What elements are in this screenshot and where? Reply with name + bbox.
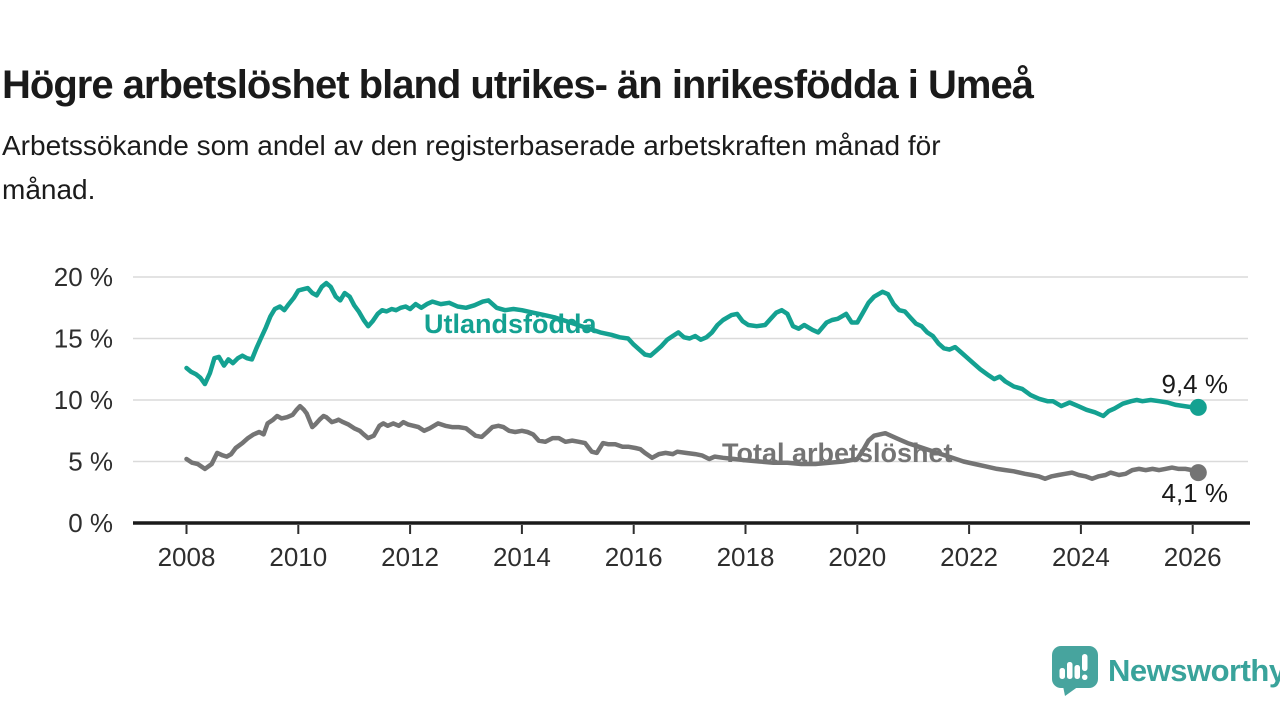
x-tick-label: 2024: [1052, 542, 1110, 572]
y-tick-label: 5 %: [68, 447, 113, 477]
x-tick-label: 2020: [828, 542, 886, 572]
x-tick-label: 2026: [1164, 542, 1222, 572]
y-tick-label: 15 %: [54, 324, 113, 354]
x-tick-label: 2016: [605, 542, 663, 572]
subtitle-line-2: månad.: [2, 174, 96, 205]
x-tick-label: 2008: [158, 542, 216, 572]
newsworthy-logo-text: Newsworthy: [1108, 653, 1280, 688]
total-end-dot: [1189, 464, 1207, 482]
x-tick-label: 2012: [381, 542, 439, 572]
end-value-label-utlandsfodda: 9,4 %: [1161, 369, 1229, 399]
series-label-utlandsfodda: Utlandsfödda: [424, 309, 597, 339]
newsworthy-branding: Newsworthy: [1052, 645, 1280, 697]
utlandsfodda-line: [184, 280, 1201, 419]
x-tick-label: 2010: [269, 542, 327, 572]
y-tick-label: 0 %: [68, 508, 113, 538]
y-tick-label: 20 %: [54, 262, 113, 292]
page-title: Högre arbetslöshet bland utrikes- än inr…: [2, 62, 1034, 107]
newsworthy-logo-icon: [1052, 646, 1098, 696]
chart-subtitle: Arbetssökande som andel av den registerb…: [2, 124, 941, 212]
series-label-total-arbetsloshet: Total arbetslöshet: [722, 438, 953, 468]
x-tick-label: 2018: [717, 542, 775, 572]
subtitle-line-1: Arbetssökande som andel av den registerb…: [2, 130, 941, 161]
utlandsfodda-end-dot: [1189, 398, 1207, 416]
end-value-label-total: 4,1 %: [1161, 478, 1229, 508]
y-tick-label: 10 %: [54, 385, 113, 415]
x-tick-label: 2014: [493, 542, 551, 572]
x-tick-label: 2022: [940, 542, 998, 572]
total-line: [184, 403, 1201, 481]
